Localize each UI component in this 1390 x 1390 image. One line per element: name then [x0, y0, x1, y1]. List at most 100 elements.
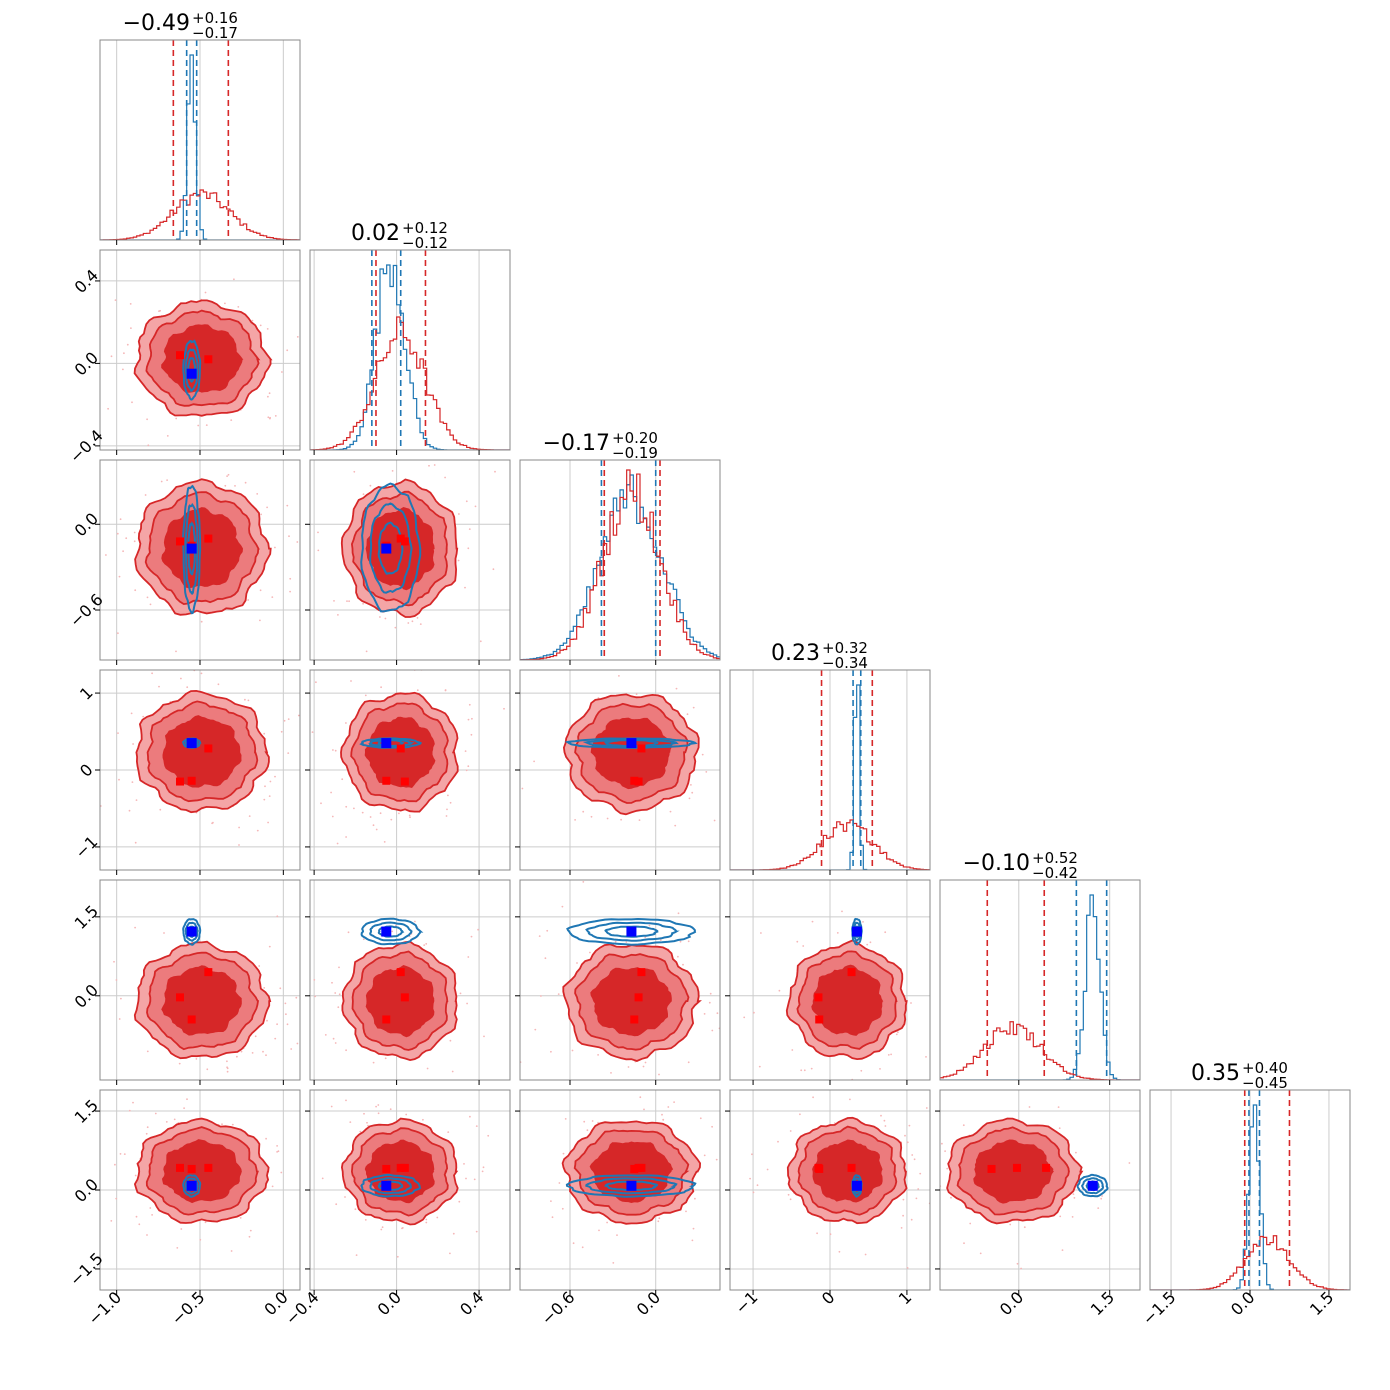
scatter-point-red	[281, 371, 283, 373]
scatter-point-red	[606, 817, 609, 820]
panel-title-median: 0.35	[1191, 1061, 1240, 1086]
scatter-point-red	[482, 1166, 485, 1169]
marker-blue	[626, 926, 637, 937]
scatter-point-red	[375, 1105, 377, 1108]
panel-title-plus: +0.40	[1242, 1059, 1288, 1077]
scatter-point-red	[474, 505, 477, 508]
scatter-point-red	[307, 572, 309, 574]
panel-5-4: 0.0 1.5	[935, 1089, 1141, 1319]
scatter-point-red	[576, 962, 578, 964]
scatter-point-red	[142, 715, 145, 718]
scatter-point-red	[274, 1037, 277, 1040]
scatter-point-red	[296, 336, 299, 338]
scatter-point-red	[538, 935, 541, 937]
scatter-point-red	[372, 1061, 375, 1064]
scatter-point-red	[382, 624, 384, 626]
scatter-point-red	[402, 437, 404, 439]
scatter-point-red	[468, 703, 471, 706]
scatter-point-red	[263, 732, 266, 735]
scatter-point-red	[327, 959, 329, 961]
scatter-point-red	[643, 1108, 645, 1111]
marker-red	[204, 744, 213, 753]
scatter-point-red	[638, 819, 641, 821]
scatter-point-red	[935, 1145, 937, 1147]
scatter-point-red	[550, 1200, 552, 1202]
scatter-point-red	[962, 1124, 965, 1127]
panel-title-median: 0.23	[771, 641, 820, 666]
scatter-point-red	[452, 1232, 455, 1235]
contour-blue-0	[182, 918, 202, 946]
scatter-point-red	[227, 473, 230, 476]
scatter-point-red	[247, 599, 250, 601]
scatter-point-red	[271, 1185, 274, 1188]
scatter-point-red	[268, 795, 271, 797]
scatter-point-red	[447, 794, 449, 797]
scatter-point-red	[359, 1130, 362, 1133]
scatter-point-red	[457, 559, 460, 562]
scatter-point-red	[674, 824, 677, 827]
marker-blue	[851, 926, 862, 937]
contour-red-inner	[590, 967, 672, 1037]
scatter-point-red	[280, 1171, 283, 1174]
scatter-point-red	[518, 754, 520, 756]
scatter-point-red	[158, 685, 160, 688]
marker-red	[187, 1015, 196, 1024]
scatter-point-red	[263, 987, 266, 989]
scatter-point-red	[879, 1068, 881, 1070]
scatter-point-red	[791, 1049, 794, 1051]
scatter-point-red	[910, 1002, 912, 1004]
panel-content	[107, 278, 299, 447]
scatter-point-red	[113, 960, 115, 963]
scatter-point-red	[799, 1113, 801, 1116]
scatter-point-red	[416, 617, 419, 619]
scatter-point-red	[146, 418, 149, 421]
scatter-point-red	[582, 881, 585, 883]
marker-red	[382, 776, 391, 785]
scatter-point-red	[221, 1123, 223, 1126]
scatter-point-red	[544, 957, 547, 960]
scatter-point-red	[459, 992, 462, 995]
scatter-point-red	[206, 1068, 209, 1071]
scatter-point-red	[114, 1163, 116, 1166]
contour-blue-1	[184, 1177, 199, 1195]
scatter-point-red	[691, 1239, 694, 1242]
scatter-point-red	[200, 620, 203, 623]
scatter-point-red	[173, 1118, 176, 1121]
scatter-point-red	[477, 928, 479, 931]
marker-blue	[186, 738, 197, 749]
scatter-point-red	[186, 1098, 188, 1101]
panel-title-minus: −0.42	[1032, 864, 1078, 882]
scatter-point-red	[226, 475, 229, 477]
scatter-point-red	[117, 632, 119, 635]
contour-blue-0	[1076, 1173, 1109, 1198]
y-tick-label: 0.0	[71, 1175, 102, 1206]
panel-content	[100, 670, 300, 846]
scatter-point-red	[346, 637, 348, 639]
scatter-point-red	[259, 619, 261, 622]
scatter-point-red	[1016, 1262, 1019, 1265]
scatter-point-red	[959, 1202, 961, 1204]
panel-5-3: −1 0 1	[725, 1089, 961, 1318]
scatter-point-red	[197, 424, 200, 427]
scatter-point-red	[468, 528, 471, 530]
scatter-point-red	[390, 663, 392, 665]
hist-red	[520, 469, 720, 660]
scatter-point-red	[379, 812, 382, 815]
scatter-point-red	[550, 1050, 552, 1053]
scatter-point-red	[333, 600, 335, 602]
scatter-point-red	[234, 485, 236, 487]
scatter-point-red	[810, 1067, 813, 1070]
scatter-point-red	[864, 1253, 867, 1256]
scatter-point-red	[238, 826, 241, 829]
scatter-point-red	[398, 812, 400, 815]
scatter-point-red	[132, 1101, 134, 1104]
scatter-point-red	[146, 1234, 148, 1236]
scatter-point-red	[296, 541, 299, 543]
panel-title-minus: −0.19	[612, 444, 658, 462]
contour-blue-2	[377, 1180, 404, 1192]
scatter-point-red	[135, 799, 138, 801]
scatter-point-red	[540, 995, 542, 997]
marker-red	[634, 777, 643, 786]
panel-content	[100, 40, 300, 240]
x-tick-label: 0	[818, 1288, 839, 1309]
